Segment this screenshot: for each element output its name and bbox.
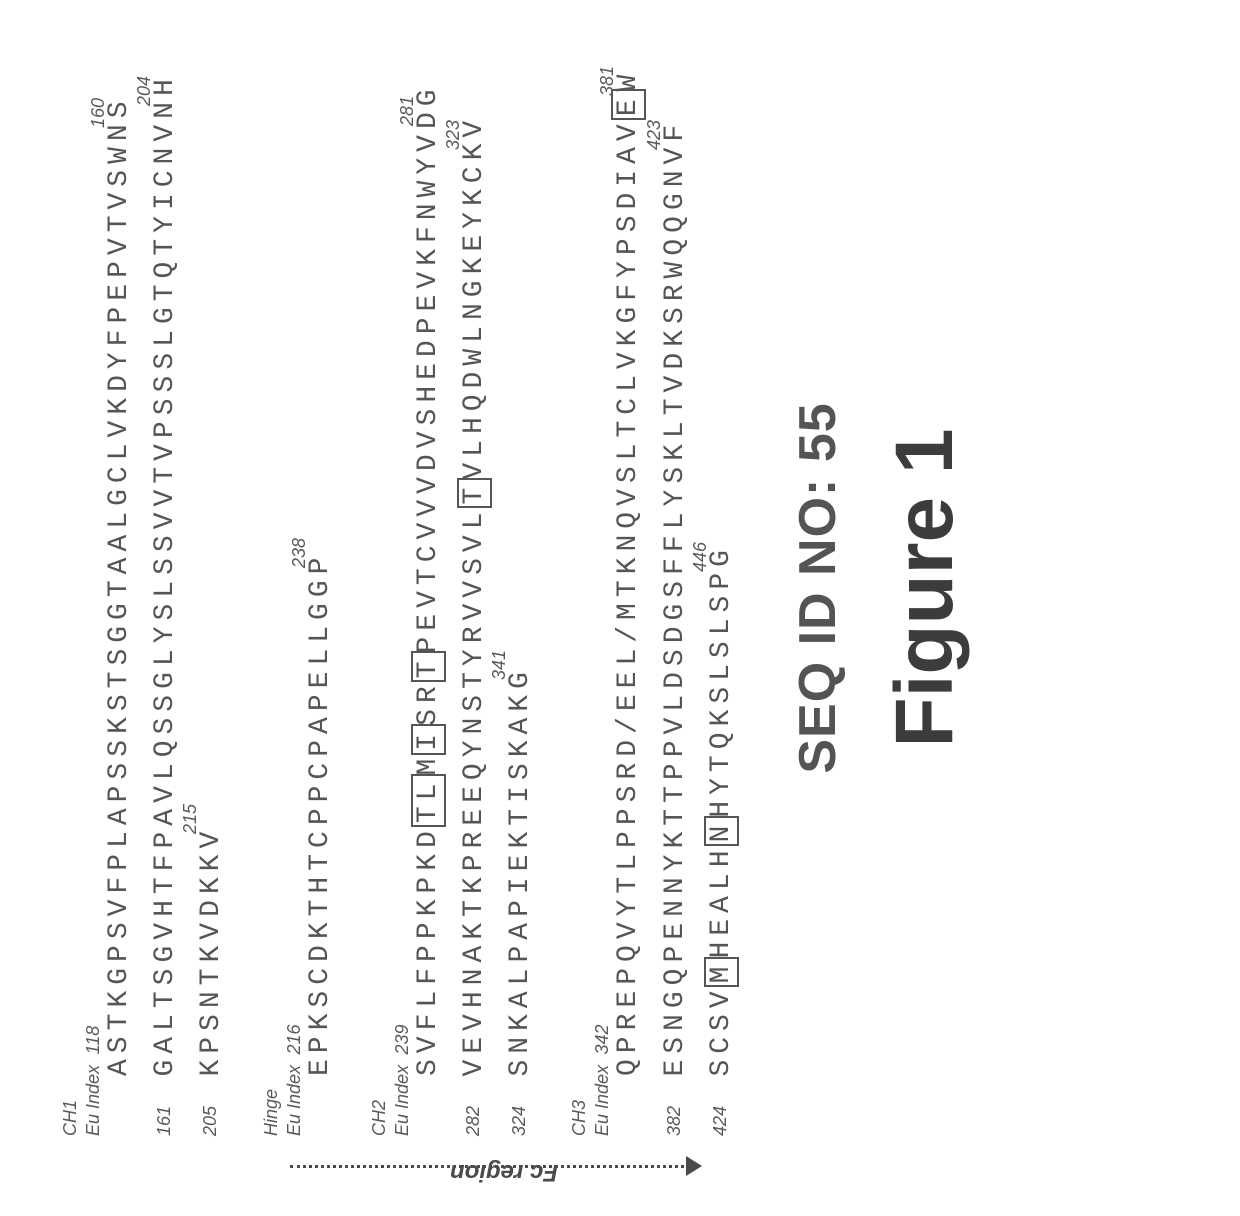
seq10-mid: HEALH [706, 845, 737, 959]
row9-start: 382 [664, 1081, 685, 1136]
row4-end: 238 [289, 538, 310, 568]
seq10-box2: N [704, 816, 739, 847]
row6-start: 282 [463, 1081, 484, 1136]
seq5-box1: TL [411, 774, 446, 828]
seq5-box2: I [411, 724, 446, 755]
seq-text-2: GALTSGVHTFPAVLQSSGLYSLSSVVTVPSSSLGTQTYIC… [150, 73, 182, 1076]
eu-index-label-ch2: Eu Index [392, 1065, 413, 1136]
seq-text-7: SNKALPAPIEKTISKAKG [505, 666, 537, 1076]
sequence-content: Fc region CH1 Eu Index 118 160 ASTKGPSVF… [60, 40, 972, 1136]
seq10-pre: SCSV [706, 985, 737, 1076]
row7-end: 341 [489, 650, 510, 680]
seq-text-8: QPREPQVYTLPPSRD/EEL/MTKNQVSLTCLVKGFYPSDI… [613, 40, 645, 1076]
seq5-mid2: SR [413, 680, 444, 726]
seq-row-9: 382 423 ESNGQPENNYKTTPPVLDSDGSFFLYSKLTVD… [660, 40, 692, 1136]
seq6-box1: T [457, 478, 492, 509]
seq-text-5: SVFLFPPKPKDTLMISRTPEVTCVVVDVSHEDPEVKFNWY… [413, 40, 445, 1076]
fc-region-label: Fc region [450, 1158, 558, 1186]
seq5-post: PEVTCVVVDVSHEDPEVKFNWYVDG [413, 83, 444, 653]
seq-row-7: 324 341 SNKALPAPIEKTISKAKG [505, 40, 537, 1136]
row10-end: 446 [690, 542, 711, 572]
row5-start: 239 [392, 1024, 412, 1054]
seq-text-9: ESNGQPENNYKTTPPVLDSDGSFFLYSKLTVDKSRWQQGN… [660, 119, 692, 1077]
hinge-eu-row: Eu Index 216 [284, 40, 305, 1136]
seq-row-2: 161 204 GALTSGVHTFPAVLQSSGLYSLSSVVTVPSSS… [150, 40, 182, 1136]
seq6-pre: VEVHNAKTKPREEQYNSTYRVVSVL [459, 506, 490, 1076]
ch3-eu-row: Eu Index 342 [592, 40, 613, 1136]
seq8-pre: QPREPQVYTLPPSRD/EEL/MTKNQVSLTCLVKGFYPSDI… [613, 118, 644, 1076]
ch2-label: CH2 [369, 40, 390, 1136]
fc-region-arrow: Fc region [290, 1146, 710, 1186]
ch2-eu-row: Eu Index 239 [392, 40, 413, 1136]
seq10-box1: M [704, 957, 739, 988]
ch3-label: CH3 [569, 40, 590, 1136]
rotated-page: Fc region CH1 Eu Index 118 160 ASTKGPSVF… [0, 0, 1240, 1216]
row1-end: 160 [88, 98, 109, 128]
row2-start: 161 [154, 1081, 175, 1136]
seq-row-8: 381 QPREPQVYTLPPSRD/EEL/MTKNQVSLTCLVKGFY… [613, 40, 645, 1136]
seq5-mid1: M [413, 753, 444, 776]
arrow-head [686, 1156, 702, 1176]
seq6-post: VLHQDWLNGKEYKCKV [459, 115, 490, 480]
row1-start: 118 [83, 1026, 103, 1055]
row6-end: 323 [443, 120, 464, 150]
row8-end: 381 [597, 66, 618, 96]
row3-end: 215 [180, 804, 201, 834]
seq-text-1: ASTKGPSVFPLAPSSKSTSGGTAALGCLVKDYFPEPVTVS… [104, 40, 136, 1076]
seq-row-6: 282 323 VEVHNAKTKPREEQYNSTYRVVSVLTVLHQDW… [459, 40, 491, 1136]
row2-end: 204 [134, 76, 155, 106]
row3-start: 205 [200, 1081, 221, 1136]
seq-row-1: 160 ASTKGPSVFPLAPSSKSTSGGTAALGCLVKDYFPEP… [104, 40, 136, 1136]
row9-end: 423 [644, 120, 665, 150]
seq-row-5: 281 SVFLFPPKPKDTLMISRTPEVTCVVVDVSHEDPEVK… [413, 40, 445, 1136]
row4-start: 216 [284, 1024, 304, 1054]
row7-start: 324 [509, 1081, 530, 1136]
eu-index-label-ch3: Eu Index [592, 1065, 613, 1136]
row10-start: 424 [710, 1081, 731, 1136]
seq5-box3: T [411, 652, 446, 683]
ch1-label: CH1 [60, 40, 81, 1136]
seq-row-3: 205 215 KPSNTKVDKKV [196, 40, 228, 1136]
eu-index-label-hinge: Eu Index [284, 1065, 305, 1136]
seq-id-line: SEQ ID NO: 55 [788, 40, 848, 1136]
seq-row-10: 424 446 SCSVMHEALHNHYTQKSLSLSPG [706, 40, 738, 1136]
ch1-eu-row: Eu Index 118 [83, 40, 104, 1136]
seq-text-6: VEVHNAKTKPREEQYNSTYRVVSVLTVLHQDWLNGKEYKC… [459, 115, 491, 1077]
seq-row-4: 238 EPKSCDKTHTCPPCPAPELLGGP [305, 40, 337, 1136]
seq5-pre: SVFLFPPKPKD [413, 825, 444, 1076]
eu-index-label: Eu Index [83, 1065, 104, 1136]
row8-start: 342 [592, 1024, 612, 1054]
seq-text-3: KPSNTKVDKKV [196, 826, 228, 1077]
seq10-post: HYTQKSLSLSPG [706, 544, 737, 818]
figure-title: Figure 1 [878, 40, 972, 1136]
row5-end: 281 [397, 96, 418, 126]
hinge-label: Hinge [261, 40, 282, 1136]
seq-text-10: SCSVMHEALHNHYTQKSLSLSPG [706, 544, 738, 1077]
